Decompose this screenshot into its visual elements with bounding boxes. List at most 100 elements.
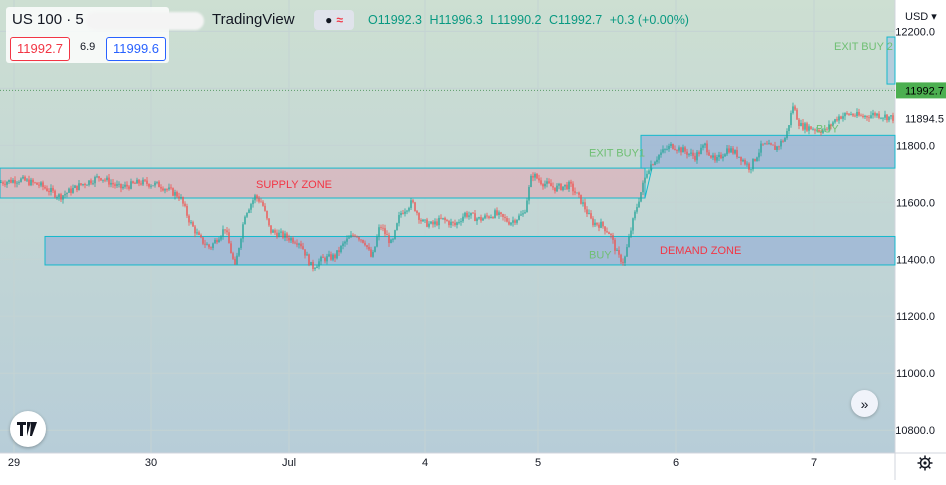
- candle-body: [628, 236, 630, 248]
- currency-selector[interactable]: USD ▾: [905, 11, 937, 23]
- redacted-text: [86, 12, 204, 30]
- candle-body: [20, 178, 22, 182]
- candle-body: [100, 178, 102, 181]
- candle-body: [572, 183, 574, 192]
- candle-body: [250, 204, 252, 210]
- candle-body: [816, 129, 818, 131]
- candle-body: [108, 177, 110, 185]
- candle-body: [828, 124, 830, 130]
- buy-price-button[interactable]: 11999.6: [106, 37, 167, 61]
- candle-body: [44, 186, 46, 189]
- symbol-title[interactable]: US 100 · 5 ·: [12, 11, 93, 28]
- candle-body: [90, 180, 92, 184]
- candle-body: [690, 152, 692, 154]
- candle-body: [866, 115, 868, 118]
- candle-body: [384, 228, 386, 235]
- candle-body: [132, 181, 134, 184]
- indicator-toggle-button[interactable]: ● ≈: [314, 10, 354, 30]
- gear-icon[interactable]: [914, 452, 936, 474]
- candle-body: [468, 215, 470, 217]
- candle-body: [750, 169, 752, 171]
- exit-buy-2-box[interactable]: [886, 36, 896, 85]
- price-tag-label: 11894.5: [905, 113, 944, 125]
- candle-body: [430, 221, 432, 224]
- candle-body: [462, 216, 464, 222]
- candle-body: [386, 234, 388, 236]
- spread-value: 6.9: [80, 41, 96, 53]
- candle-body: [114, 184, 116, 186]
- candle-body: [46, 188, 48, 192]
- candle-body: [670, 144, 672, 146]
- candle-body: [592, 218, 594, 226]
- candle-body: [332, 254, 334, 260]
- candle-body: [774, 145, 776, 150]
- candle-body: [454, 222, 456, 226]
- sell-price-button[interactable]: 11992.7: [10, 37, 71, 61]
- ohlc-readout: O11992.3 H11996.3 L11990.2 C11992.7 +0.3…: [368, 13, 689, 27]
- candle-body: [752, 158, 754, 170]
- candle-body: [720, 154, 722, 159]
- candle-body: [776, 146, 778, 150]
- candle-body: [600, 221, 602, 228]
- candle-body: [674, 148, 676, 151]
- candle-body: [622, 261, 624, 263]
- candle-body: [434, 221, 436, 225]
- candle-body: [714, 155, 716, 161]
- tradingview-logo-icon[interactable]: [10, 411, 46, 447]
- wave-icon: ≈: [336, 13, 343, 27]
- candle-body: [484, 215, 486, 219]
- candle-body: [294, 242, 296, 244]
- candle-body: [194, 226, 196, 234]
- candle-body: [578, 192, 580, 195]
- candle-body: [82, 183, 84, 185]
- candle-body: [290, 238, 292, 241]
- low-label: L: [490, 13, 498, 27]
- candle-body: [86, 184, 88, 186]
- candle-body: [98, 176, 100, 179]
- candle-body: [18, 181, 20, 183]
- candle-body: [208, 244, 210, 248]
- candle-body: [364, 242, 366, 246]
- candle-body: [548, 181, 550, 184]
- candle-body: [360, 239, 362, 241]
- candle-body: [2, 182, 4, 184]
- candle-body: [196, 232, 198, 234]
- candle-body: [392, 238, 394, 240]
- candle-body: [356, 236, 358, 238]
- scroll-to-realtime-button[interactable]: »: [851, 390, 878, 417]
- candle-body: [350, 234, 352, 238]
- double-chevron-right-icon: »: [860, 395, 869, 412]
- demand-zone-box[interactable]: [44, 235, 896, 266]
- candle-body: [820, 131, 822, 134]
- y-tick-label: 11400.0: [896, 254, 935, 266]
- candle-body: [682, 147, 684, 153]
- candle-body: [180, 196, 182, 199]
- candle-body: [648, 170, 650, 174]
- candle-body: [280, 231, 282, 233]
- candle-body: [796, 109, 798, 120]
- candle-body: [94, 177, 96, 184]
- y-tick-label: 11800.0: [896, 140, 935, 152]
- candle-body: [726, 148, 728, 155]
- candle-body: [554, 187, 556, 192]
- high-label: H: [429, 13, 439, 27]
- candle-body: [372, 251, 374, 257]
- chart-annotation: EXIT BUY1: [589, 148, 645, 160]
- candle-body: [704, 143, 706, 146]
- candle-body: [422, 219, 424, 222]
- x-tick-label: 5: [535, 457, 541, 469]
- candle-body: [712, 155, 714, 158]
- close-label: C: [548, 13, 558, 27]
- candle-body: [166, 189, 168, 190]
- candle-body: [706, 143, 708, 153]
- candle-body: [492, 217, 494, 218]
- candle-body: [270, 225, 272, 233]
- candle-body: [124, 184, 126, 187]
- candle-body: [870, 115, 872, 119]
- candle-body: [168, 187, 170, 190]
- candle-body: [230, 243, 232, 254]
- candle-body: [42, 182, 44, 187]
- candle-body: [852, 114, 854, 116]
